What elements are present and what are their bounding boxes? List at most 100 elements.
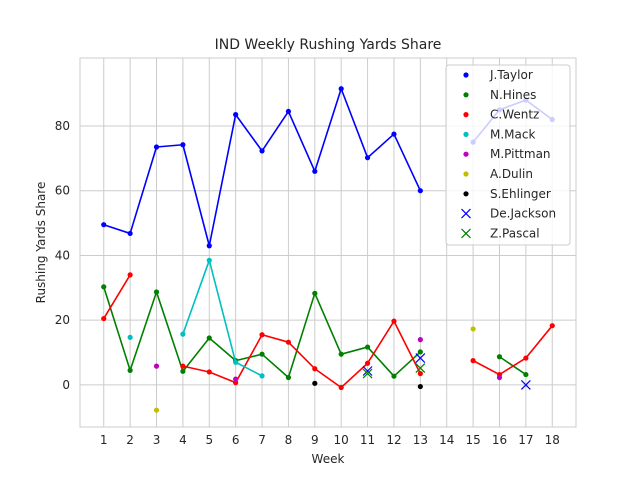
m-pittman-point <box>233 376 239 382</box>
de-jackson-point <box>362 366 373 376</box>
c-wentz-point <box>127 272 133 278</box>
legend-item-m-mack: M.Mack <box>463 127 535 141</box>
series-z-pascal <box>362 363 426 379</box>
m-mack-point <box>206 257 212 263</box>
legend-item-j-taylor: J.Taylor <box>463 68 533 82</box>
legend-item-m-pittman: M.Pittman <box>463 147 551 161</box>
x-tick-label: 18 <box>545 433 560 447</box>
n-hines-point <box>206 335 212 341</box>
c-wentz-line <box>472 325 553 376</box>
n-hines-point <box>180 368 186 374</box>
a-dulin-point <box>153 407 160 413</box>
n-hines-point <box>312 290 318 296</box>
legend-label-m-mack: M.Mack <box>490 127 535 141</box>
x-tick-label: 1 <box>100 433 108 447</box>
c-wentz-point <box>549 323 555 329</box>
x-tick-label: 5 <box>205 433 213 447</box>
n-hines-point <box>417 349 423 355</box>
n-hines-point <box>153 289 160 295</box>
chart-title: IND Weekly Rushing Yards Share <box>215 37 442 53</box>
series-s-ehlinger <box>312 380 423 390</box>
x-tick-label: 4 <box>179 433 187 447</box>
legend-label-j-taylor: J.Taylor <box>489 68 533 82</box>
series-a-dulin <box>153 326 476 413</box>
series-m-mack <box>127 257 265 379</box>
legend-marker-m-pittman <box>463 151 469 157</box>
x-tick-label: 2 <box>126 433 134 447</box>
x-tick-label: 3 <box>153 433 161 447</box>
j-taylor-point <box>153 144 160 150</box>
m-mack-line <box>182 259 263 377</box>
legend-item-c-wentz: C.Wentz <box>463 108 539 122</box>
legend-label-a-dulin: A.Dulin <box>490 167 533 181</box>
j-taylor-point <box>180 142 186 148</box>
c-wentz-point <box>417 370 423 377</box>
y-tick-label: 60 <box>55 184 70 198</box>
legend-item-s-ehlinger: S.Ehlinger <box>463 187 551 201</box>
c-wentz-point <box>259 332 265 338</box>
x-tick-label: 15 <box>465 433 480 447</box>
n-hines-point <box>523 371 529 378</box>
series-layer <box>101 86 555 413</box>
z-pascal-point <box>415 363 426 374</box>
legend-label-s-ehlinger: S.Ehlinger <box>490 187 551 201</box>
de-jackson-point <box>415 353 426 363</box>
plot-frame <box>79 57 577 428</box>
c-wentz-point <box>233 380 239 386</box>
x-axis-label: Week <box>312 452 345 466</box>
y-tick-label: 20 <box>55 313 70 327</box>
j-taylor-point <box>312 168 318 174</box>
series-c-wentz <box>101 272 555 391</box>
j-taylor-point <box>127 230 133 237</box>
n-hines-point <box>259 351 265 357</box>
m-mack-point <box>127 334 133 340</box>
s-ehlinger-point <box>417 383 423 390</box>
legend-label-n-hines: N.Hines <box>490 88 536 102</box>
n-hines-point <box>285 374 292 381</box>
legend-marker-a-dulin <box>463 171 469 177</box>
x-tick-label: 13 <box>413 433 428 447</box>
legend-items: J.Taylor N.Hines C.Wentz M.Mack M.Pittman A.D… <box>461 68 556 240</box>
c-wentz-point <box>523 355 529 361</box>
legend-item-de-jackson: De.Jackson <box>461 207 556 221</box>
n-hines-point <box>364 344 371 350</box>
series-n-hines <box>101 284 529 381</box>
j-taylor-point <box>364 155 371 161</box>
j-taylor-point <box>285 108 292 115</box>
c-wentz-point <box>312 366 318 372</box>
m-mack-point <box>259 373 265 379</box>
j-taylor-point <box>391 131 397 137</box>
legend-label-m-pittman: M.Pittman <box>490 147 551 161</box>
j-taylor-point <box>338 86 344 92</box>
c-wentz-point <box>285 339 292 345</box>
x-tick-label: 9 <box>311 433 319 447</box>
legend-marker-j-taylor <box>463 72 469 78</box>
j-taylor-point <box>101 222 107 228</box>
legend-item-z-pascal: Z.Pascal <box>461 226 540 240</box>
series-m-pittman <box>153 337 503 382</box>
x-tick-label: 17 <box>518 433 533 447</box>
a-dulin-point <box>470 326 476 332</box>
series-de-jackson <box>362 353 531 390</box>
x-tick-label: 6 <box>232 433 240 447</box>
de-jackson-point <box>520 379 531 390</box>
j-taylor-point <box>206 243 212 249</box>
m-pittman-point <box>417 337 423 343</box>
m-mack-point <box>233 359 239 365</box>
m-pittman-point <box>496 374 503 381</box>
x-tick-label: 12 <box>386 433 401 447</box>
legend-marker-n-hines <box>463 92 469 98</box>
legend-marker-s-ehlinger <box>463 191 469 197</box>
j-taylor-point <box>259 148 265 154</box>
legend-label-de-jackson: De.Jackson <box>490 207 556 221</box>
legend-box <box>445 64 571 246</box>
legend-marker-z-pascal <box>461 228 471 239</box>
n-hines-point <box>101 284 107 290</box>
y-tick-label: 80 <box>55 119 70 133</box>
legend-label-c-wentz: C.Wentz <box>490 108 539 122</box>
x-tick-label: 8 <box>285 433 293 447</box>
c-wentz-point <box>470 358 476 364</box>
n-hines-point <box>496 354 503 360</box>
c-wentz-point <box>101 315 107 322</box>
